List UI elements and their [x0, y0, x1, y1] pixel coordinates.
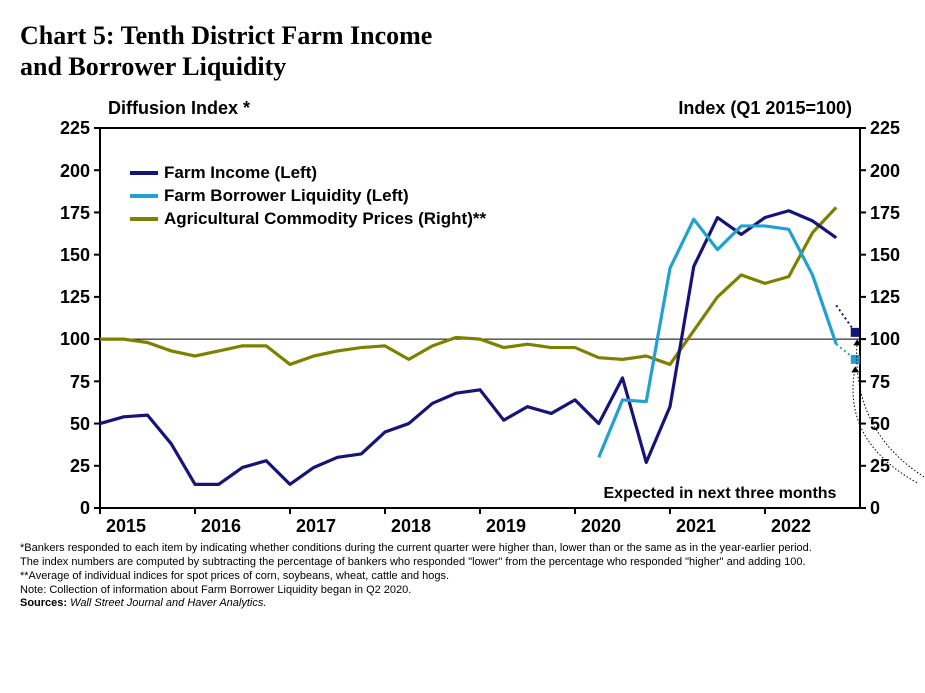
ytick-left-25: 25	[70, 456, 90, 477]
legend-item-ag-prices: Agricultural Commodity Prices (Right)**	[130, 209, 486, 229]
footnote-sources: Sources: Wall Street Journal and Haver A…	[20, 597, 905, 611]
ytick-left-200: 200	[60, 161, 90, 182]
chart-area: Diffusion Index * Index (Q1 2015=100) Fa…	[20, 94, 925, 534]
legend: Farm Income (Left) Farm Borrower Liquidi…	[130, 163, 486, 232]
xtick-2017: 2017	[296, 516, 336, 537]
xtick-2019: 2019	[486, 516, 526, 537]
footnote-2: The index numbers are computed by subtra…	[20, 556, 905, 570]
chart-title: Chart 5: Tenth District Farm Income and …	[20, 20, 905, 82]
ytick-left-225: 225	[60, 118, 90, 139]
ytick-right-150: 150	[870, 245, 900, 266]
sources-label: Sources:	[20, 597, 67, 609]
xtick-2021: 2021	[676, 516, 716, 537]
xtick-2016: 2016	[201, 516, 241, 537]
ytick-right-225: 225	[870, 118, 900, 139]
ytick-right-100: 100	[870, 329, 900, 350]
sources-text: Wall Street Journal and Haver Analytics.	[67, 597, 266, 609]
legend-swatch-farm-income	[130, 171, 158, 175]
ytick-right-175: 175	[870, 203, 900, 224]
xtick-2020: 2020	[581, 516, 621, 537]
ytick-right-0: 0	[870, 498, 880, 519]
ytick-right-75: 75	[870, 372, 890, 393]
footnote-3: **Average of individual indices for spot…	[20, 570, 905, 584]
ytick-left-75: 75	[70, 372, 90, 393]
ytick-left-150: 150	[60, 245, 90, 266]
ytick-left-175: 175	[60, 203, 90, 224]
footnotes: *Bankers responded to each item by indic…	[20, 542, 905, 611]
legend-item-borrower-liq: Farm Borrower Liquidity (Left)	[130, 186, 486, 206]
ytick-left-50: 50	[70, 414, 90, 435]
legend-label-farm-income: Farm Income (Left)	[164, 163, 317, 183]
chart-title-line2: and Borrower Liquidity	[20, 51, 905, 82]
xtick-2018: 2018	[391, 516, 431, 537]
ytick-right-200: 200	[870, 161, 900, 182]
expected-annotation: Expected in next three months	[604, 485, 837, 503]
ytick-right-25: 25	[870, 456, 890, 477]
chart-title-line1: Chart 5: Tenth District Farm Income	[20, 20, 905, 51]
xtick-2015: 2015	[106, 516, 146, 537]
legend-label-borrower-liq: Farm Borrower Liquidity (Left)	[164, 186, 409, 206]
legend-label-ag-prices: Agricultural Commodity Prices (Right)**	[164, 209, 486, 229]
ytick-left-125: 125	[60, 287, 90, 308]
ytick-left-0: 0	[80, 498, 90, 519]
legend-swatch-ag-prices	[130, 217, 158, 221]
legend-swatch-borrower-liq	[130, 194, 158, 198]
plot-svg	[20, 94, 925, 534]
footnote-4: Note: Collection of information about Fa…	[20, 584, 905, 598]
xtick-2022: 2022	[771, 516, 811, 537]
ytick-right-125: 125	[870, 287, 900, 308]
ytick-left-100: 100	[60, 329, 90, 350]
footnote-1: *Bankers responded to each item by indic…	[20, 542, 905, 556]
ytick-right-50: 50	[870, 414, 890, 435]
legend-item-farm-income: Farm Income (Left)	[130, 163, 486, 183]
